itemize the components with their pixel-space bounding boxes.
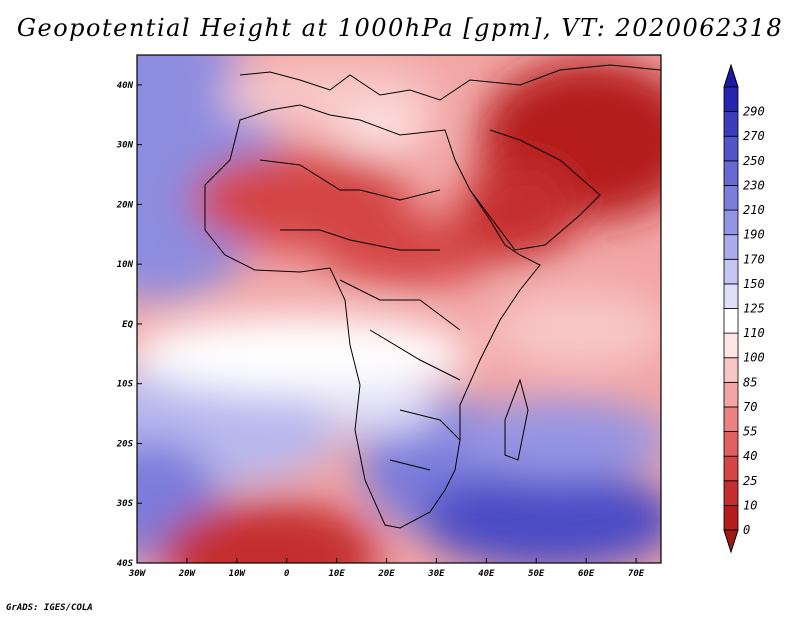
colorbar-under-arrow	[723, 529, 739, 554]
colorbar-label: 170	[743, 252, 765, 266]
colorbar-label: 25	[743, 474, 757, 488]
colorbar-swatch	[723, 160, 739, 186]
colorbar-over-arrow	[723, 63, 739, 88]
colorbar-swatch	[723, 332, 739, 359]
colorbar-swatch	[723, 480, 739, 506]
lon-tick-label: 20E	[377, 569, 395, 579]
geopotential-field	[137, 55, 661, 563]
lon-tick-label: 30E	[427, 569, 445, 579]
colorbar-swatch	[723, 381, 739, 408]
lat-tick-label: 30S	[116, 499, 134, 509]
lon-tick-label: 40E	[478, 569, 495, 579]
colorbar-label: 110	[743, 326, 765, 340]
colorbar-swatch	[723, 234, 739, 260]
colorbar-label: 55	[743, 425, 757, 439]
plot-frame	[136, 54, 662, 564]
colorbar-label: 40	[743, 449, 757, 463]
colorbar-swatch	[723, 431, 739, 457]
map-axes: 30W 20W 10W 0 10E 20E 30E 40E 50E 60E 70E 40S 30S 20S…	[116, 81, 645, 579]
lon-tick-label: 20W	[178, 569, 197, 579]
colorbar-label: 125	[743, 302, 765, 316]
colorbar-swatch	[723, 406, 739, 432]
lon-tick-label: 30W	[128, 569, 147, 579]
colorbar-swatch	[723, 185, 739, 211]
colorbar-swatch	[723, 209, 739, 236]
colorbar-swatch	[723, 111, 739, 137]
lat-tick-label: 10N	[117, 260, 134, 270]
colorbar-label: 250	[743, 154, 765, 168]
colorbar-label: 190	[743, 228, 765, 242]
lon-tick-label: 60E	[578, 569, 595, 579]
lat-tick-label: 30N	[116, 141, 134, 151]
colorbar-label: 230	[743, 178, 765, 192]
colorbar-label: 70	[743, 400, 757, 414]
lat-tick-label: 40N	[117, 81, 134, 91]
lon-tick-label: 50E	[528, 569, 545, 579]
colorbar-swatch	[723, 86, 739, 113]
colorbar-label: 150	[743, 277, 765, 291]
colorbar-swatch	[723, 504, 739, 531]
colorbar-label: 210	[743, 203, 765, 217]
colorbar-swatch	[723, 308, 739, 334]
map-title: Geopotential Height at 1000hPa [gpm], VT…	[16, 14, 784, 42]
lat-tick-label: 20S	[116, 439, 134, 449]
lat-tick-label: 10S	[117, 380, 134, 390]
colorbar-swatch	[723, 455, 739, 482]
lon-tick-label: 10E	[328, 569, 345, 579]
colorbar-label: 100	[743, 351, 765, 365]
lat-tick-label: 20N	[116, 200, 134, 210]
lon-tick-label: 70E	[628, 569, 645, 579]
colorbar-label: 290	[743, 105, 765, 119]
colorbar-label: 85	[743, 375, 757, 389]
colorbar: 0 10 25 40 55 70 85 100 110 125 150 170 190 210 230 250…	[723, 63, 765, 554]
lon-tick-label: 0	[284, 569, 290, 579]
colorbar-label: 0	[743, 523, 750, 537]
colorbar-swatch	[723, 135, 739, 162]
colorbar-label: 270	[743, 129, 765, 143]
grads-credit: GrADS: IGES/COLA	[6, 603, 93, 613]
lon-tick-label: 10W	[229, 569, 247, 579]
colorbar-label: 10	[743, 498, 757, 512]
colorbar-swatch	[723, 258, 739, 285]
coastlines	[204, 64, 661, 529]
colorbar-swatch	[723, 283, 739, 309]
colorbar-swatch	[723, 357, 739, 383]
lat-tick-label: EQ	[122, 320, 133, 330]
lat-tick-label: 40S	[117, 559, 134, 569]
